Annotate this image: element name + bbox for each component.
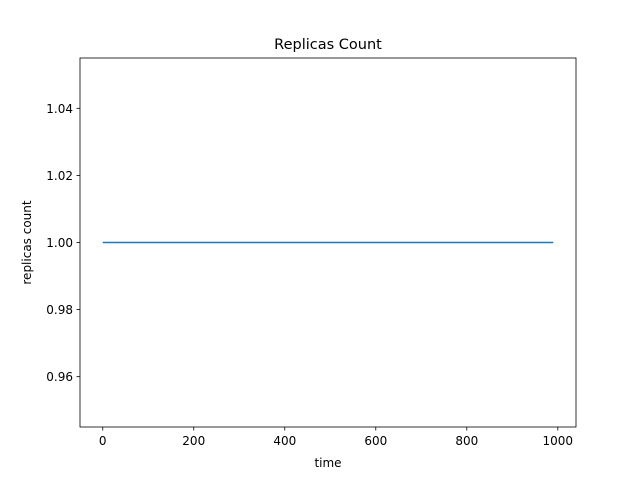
y-tick-label: 0.98 <box>46 303 73 317</box>
y-tick-label: 1.04 <box>46 102 73 116</box>
y-tick-label: 1.00 <box>46 236 73 250</box>
y-axis-title: replicas count <box>20 200 34 285</box>
x-tick-label: 1000 <box>543 434 574 448</box>
y-tick-label: 0.96 <box>46 370 73 384</box>
chart-title: Replicas Count <box>274 37 382 53</box>
plot-frame <box>79 57 577 428</box>
axis-ticks: 0 200 400 600 800 1000 0.96 0.98 1.00 1.02 1.04 <box>46 102 573 448</box>
x-axis-title: time <box>314 456 341 470</box>
y-tick-label: 1.02 <box>46 169 73 183</box>
x-tick-label: 400 <box>273 434 296 448</box>
x-tick-label: 200 <box>182 434 205 448</box>
x-tick-label: 800 <box>455 434 478 448</box>
x-tick-label: 600 <box>364 434 387 448</box>
x-tick-label: 0 <box>99 434 107 448</box>
